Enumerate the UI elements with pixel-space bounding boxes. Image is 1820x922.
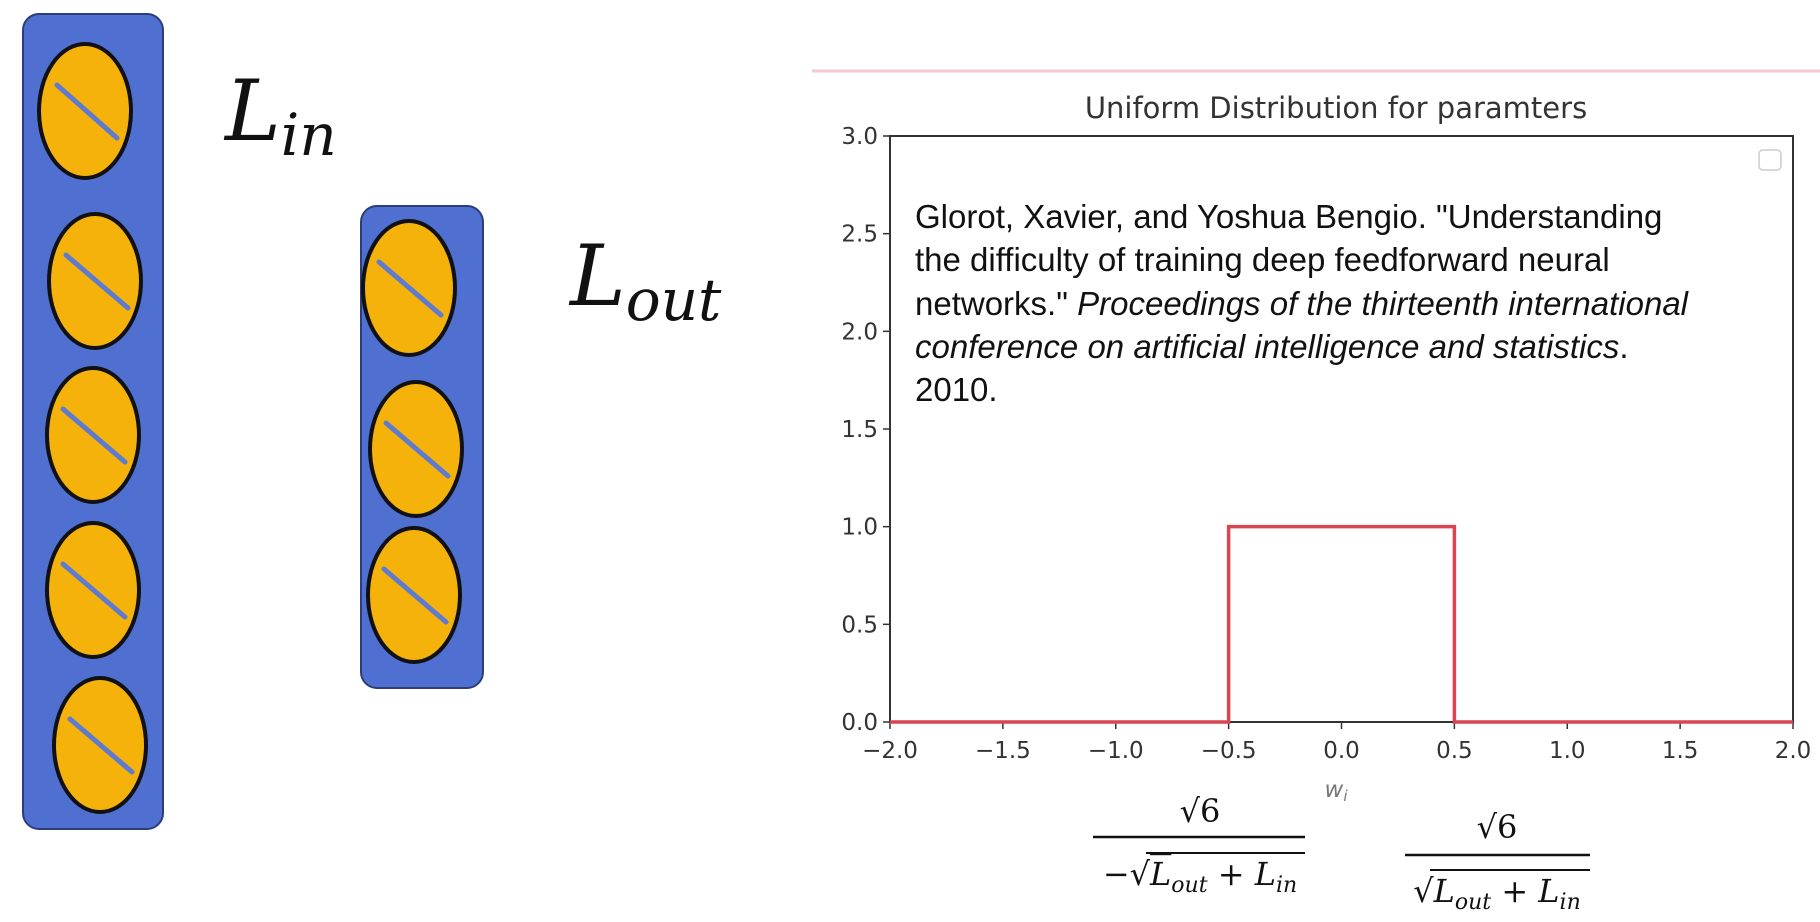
- neuron: [45, 521, 141, 659]
- formula-right-s1: out: [1455, 890, 1491, 915]
- neuron-slash: [376, 259, 444, 318]
- formula-left-s2: in: [1276, 873, 1297, 898]
- x-axis-label-sub: i: [1343, 787, 1348, 805]
- neuron: [368, 380, 464, 518]
- reference-line-2: the difficulty of training deep feedforw…: [915, 241, 1610, 278]
- formula-right-L1: L: [1433, 872, 1455, 910]
- formula-positive-bound: √6 √Lout + Lin: [1405, 808, 1590, 915]
- x-axis: −2.0 −1.5 −1.0 −0.5 0.0 0.5 1.0 1.5 2.0: [862, 722, 1811, 764]
- x-tick-label: −1.0: [1088, 738, 1144, 764]
- reference-line-3: networks." Proceedings of the thirteenth…: [915, 285, 1690, 322]
- formula-right-L2: L: [1537, 872, 1559, 910]
- x-tick-label: 0.5: [1436, 738, 1473, 764]
- y-tick-label: 0.5: [841, 612, 878, 638]
- y-tick-label: 1.5: [841, 417, 878, 443]
- y-tick-label: 1.0: [841, 515, 878, 541]
- formula-negative-bound: √6 −√Lout + Lin: [1093, 792, 1305, 898]
- neuron: [366, 526, 462, 664]
- input-layer: [22, 13, 164, 830]
- x-tick-label: −1.5: [975, 738, 1031, 764]
- neuron: [52, 676, 148, 814]
- chart: Uniform Distribution for paramters 0.00.…: [841, 91, 1811, 805]
- x-tick-label: 2.0: [1775, 738, 1812, 764]
- formula-right-plus: +: [1491, 872, 1538, 910]
- formula-left-prefix: −√: [1103, 855, 1151, 893]
- y-tick-label: 0.0: [841, 710, 878, 736]
- formula-right-numerator: √6: [1477, 808, 1518, 846]
- y-axis: 0.0 0.5 1.0 1.5 2.0 2.5 3.0: [841, 124, 890, 736]
- chart-title: Uniform Distribution for paramters: [1085, 91, 1587, 125]
- reference-line-3-italic: Proceedings of the thirteenth internatio…: [1077, 285, 1690, 322]
- neuron-slash: [383, 420, 451, 479]
- neuron-slash: [54, 82, 120, 141]
- neuron: [47, 212, 143, 350]
- label-l-out-sub: out: [626, 266, 722, 334]
- reference-line-4: conference on artificial intelligence an…: [915, 328, 1629, 365]
- label-l-out: Lout: [568, 227, 722, 334]
- label-l-in: Lin: [223, 62, 337, 169]
- series-line: [890, 524, 1793, 724]
- neuron: [37, 42, 133, 180]
- formula-left-plus: +: [1208, 855, 1255, 893]
- reference-line-3-plain: networks.": [915, 285, 1077, 322]
- x-tick-label: 1.5: [1662, 738, 1699, 764]
- neuron: [361, 219, 457, 357]
- formula-left-L1: L: [1149, 855, 1171, 893]
- neuron: [45, 366, 141, 504]
- formula-left-L2: L: [1254, 855, 1276, 893]
- reference-line-4-plain: .: [1619, 328, 1628, 365]
- reference-text: Glorot, Xavier, and Yoshua Bengio. "Unde…: [915, 198, 1697, 408]
- neuron-slash: [60, 561, 128, 620]
- neuron-slash: [381, 566, 449, 625]
- y-tick-label: 3.0: [841, 124, 878, 150]
- x-tick-label: −0.5: [1201, 738, 1257, 764]
- formula-right-s2: in: [1560, 890, 1581, 915]
- neuron-slash: [67, 716, 135, 775]
- x-tick-label: 0.0: [1323, 738, 1360, 764]
- plot-marks: [890, 524, 1793, 724]
- formula-right-denominator: √Lout + Lin: [1413, 872, 1581, 915]
- x-tick-label: 1.0: [1549, 738, 1586, 764]
- label-l-in-sub: in: [281, 101, 337, 169]
- neuron-slash: [63, 252, 131, 311]
- formula-left-numerator: √6: [1180, 792, 1221, 830]
- formula-right-prefix: √: [1413, 872, 1434, 910]
- reference-line-1: Glorot, Xavier, and Yoshua Bengio. "Unde…: [915, 198, 1662, 235]
- formula-left-s1: out: [1171, 873, 1207, 898]
- y-tick-label: 2.5: [841, 222, 878, 248]
- x-axis-label: wi: [1325, 777, 1349, 805]
- x-tick-label: −2.0: [862, 738, 918, 764]
- reference-line-4-italic: conference on artificial intelligence an…: [915, 328, 1619, 365]
- label-l-in-main: L: [223, 62, 281, 160]
- label-l-out-main: L: [568, 227, 626, 325]
- formula-left-denominator: −√Lout + Lin: [1103, 855, 1297, 898]
- legend-box: [1758, 149, 1782, 171]
- neuron-slash: [60, 406, 128, 465]
- output-layer: [360, 205, 484, 689]
- y-tick-label: 2.0: [841, 319, 878, 345]
- reference-line-5: 2010.: [915, 371, 998, 408]
